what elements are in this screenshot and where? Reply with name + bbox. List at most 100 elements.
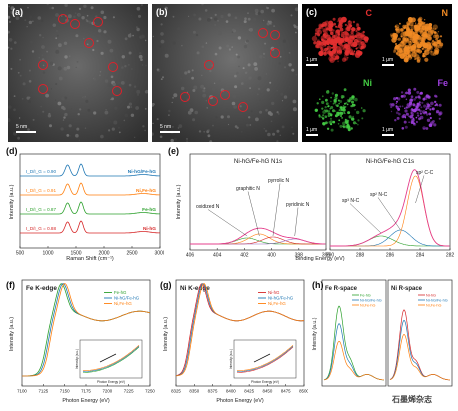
eds-signal-dot xyxy=(360,45,364,49)
noise-dot xyxy=(180,77,182,80)
eds-signal-dot xyxy=(352,20,356,24)
eds-signal-dot xyxy=(410,119,415,123)
noise-dot xyxy=(132,34,134,37)
eds-signal-dot xyxy=(362,109,366,113)
annotation-arrow xyxy=(415,175,425,204)
eds-signal-dot xyxy=(320,116,323,118)
noise-dot xyxy=(247,17,251,21)
single-atom-marker xyxy=(208,96,218,106)
x-axis-label: Binding Energy (eV) xyxy=(295,256,344,262)
noise-dot xyxy=(110,75,114,79)
eds-signal-dot xyxy=(335,37,337,40)
noise-dot xyxy=(210,16,213,20)
noise-dot xyxy=(228,48,231,51)
noise-dot xyxy=(64,55,68,59)
noise-dot xyxy=(263,56,265,59)
noise-dot xyxy=(107,83,112,88)
eds-signal-dot xyxy=(402,37,407,41)
noise-dot xyxy=(100,51,104,55)
c1s-component-label: sp³ N-C xyxy=(342,198,360,204)
eds-signal-dot xyxy=(331,92,334,95)
eds-signal-dot xyxy=(422,97,426,101)
n1s-component-label: graphitic N xyxy=(236,186,260,192)
noise-dot xyxy=(241,131,243,133)
eds-signal-dot xyxy=(336,20,339,23)
inset-arrow xyxy=(99,353,117,363)
noise-dot xyxy=(52,23,56,27)
eds-signal-dot xyxy=(406,39,410,43)
eds-signal-dot xyxy=(332,103,335,105)
r-space-chart: Fe R-space Ni R-space Intensity (a.u.) Fe-h… xyxy=(312,279,453,387)
noise-dot xyxy=(10,67,13,70)
eds-signal-dot xyxy=(361,117,364,120)
noise-dot xyxy=(82,95,86,99)
single-atom-marker xyxy=(220,90,230,100)
ni-kedge-chart: 8325 8350 8375 8400 8425 8450 8475 8500 Ni K-edg… xyxy=(163,279,309,404)
noise-dot xyxy=(129,33,132,35)
noise-dot xyxy=(233,105,237,109)
eds-signal-dot xyxy=(337,33,341,36)
r-space-title-ni: Ni R-space xyxy=(391,286,423,292)
eds-signal-dot xyxy=(410,108,414,112)
noise-dot xyxy=(294,7,298,12)
panel-label-g: (g) xyxy=(160,280,172,290)
noise-dot xyxy=(61,97,65,101)
noise-dot xyxy=(177,39,179,41)
noise-dot xyxy=(78,7,82,10)
noise-dot xyxy=(21,98,24,100)
eds-signal-dot xyxy=(321,95,324,98)
eds-signal-dot xyxy=(392,33,398,39)
noise-dot xyxy=(107,39,112,44)
noise-dot xyxy=(90,6,94,10)
noise-dot xyxy=(205,100,207,102)
eds-signal-dot xyxy=(315,44,319,49)
noise-dot xyxy=(120,81,125,85)
eds-signal-dot xyxy=(428,112,432,116)
eds-signal-dot xyxy=(348,48,353,54)
noise-dot xyxy=(41,45,45,49)
noise-dot xyxy=(249,124,252,126)
noise-dot xyxy=(164,6,168,10)
eds-signal-dot xyxy=(340,33,345,38)
noise-dot xyxy=(198,130,202,133)
eds-signal-dot xyxy=(435,103,438,106)
eds-signal-dot xyxy=(334,93,338,97)
noise-dot xyxy=(264,129,268,133)
noise-dot xyxy=(237,55,240,59)
noise-dot xyxy=(128,83,132,87)
eds-signal-dot xyxy=(321,100,325,104)
eds-signal-dot xyxy=(413,87,417,91)
eds-signal-dot xyxy=(357,27,361,30)
eds-signal-dot xyxy=(412,103,416,107)
raman-panel-d: (d) 500 1000 1500 2000 2500 3000 Raman Shift (… xyxy=(4,146,166,262)
eds-signal-dot xyxy=(430,29,435,34)
noise-dot xyxy=(50,88,53,90)
noise-dot xyxy=(160,32,164,36)
noise-dot xyxy=(130,68,133,70)
single-atom-marker xyxy=(270,48,280,58)
eds-signal-dot xyxy=(337,123,340,125)
eds-maps-c: C 1 μm N 1 μm Ni 1 μm Fe 1 μm (c) xyxy=(302,4,452,142)
noise-dot xyxy=(283,66,287,69)
x-tick-label: 396 xyxy=(322,253,331,259)
noise-dot xyxy=(231,31,234,33)
eds-signal-dot xyxy=(394,25,397,28)
noise-dot xyxy=(32,20,34,22)
eds-signal-dot xyxy=(325,102,329,106)
eds-signal-dot xyxy=(434,31,437,34)
kedge-title: Ni K-edge xyxy=(180,285,210,292)
haadf-texture-b xyxy=(152,4,298,142)
noise-dot xyxy=(78,139,80,141)
single-atom-marker xyxy=(58,14,68,24)
inset-series-line xyxy=(83,345,140,372)
eds-signal-dot xyxy=(416,59,421,63)
noise-dot xyxy=(80,81,82,84)
element-label-n: N xyxy=(441,8,449,18)
scalebar-label-b: 5 nm xyxy=(160,124,172,130)
noise-dot xyxy=(52,16,56,20)
eds-signal-dot xyxy=(352,115,354,118)
eds-signal-dot xyxy=(319,98,321,100)
eds-signal-dot xyxy=(402,114,407,118)
eds-signal-dot xyxy=(434,47,440,54)
noise-dot xyxy=(204,9,208,12)
